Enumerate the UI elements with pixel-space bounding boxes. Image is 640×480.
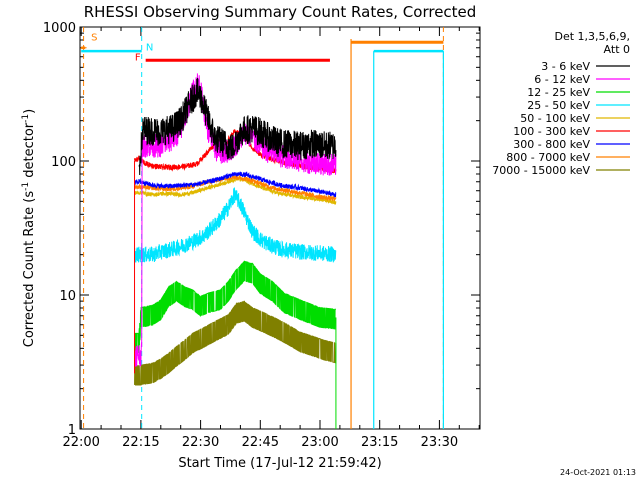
- series-line-3: [134, 187, 337, 263]
- y-tick-label: 1: [68, 423, 76, 438]
- footer-timestamp: 24-Oct-2021 01:13: [560, 468, 636, 477]
- saa-flag-label: S: [91, 33, 97, 44]
- x-axis-label: Start Time (17-Jul-12 21:59:42): [178, 456, 381, 471]
- flare-flag-label: F: [135, 53, 141, 64]
- x-tick-label: 23:30: [421, 435, 458, 450]
- y-tick-label: 100: [51, 155, 76, 170]
- legend-label: 800 - 7000 keV: [506, 151, 590, 164]
- legend-label: 12 - 25 keV: [527, 86, 590, 99]
- series-line-2: [134, 260, 336, 354]
- x-tick-label: 22:30: [182, 435, 219, 450]
- x-tick-label: 23:15: [361, 435, 398, 450]
- series-line-6: [134, 171, 337, 198]
- legend-label: 100 - 300 keV: [513, 125, 590, 138]
- x-tick-label: 22:45: [242, 435, 279, 450]
- legend-header-line-2: Att 0: [604, 43, 630, 56]
- series-line-4: [134, 176, 337, 206]
- legend-label: 25 - 50 keV: [527, 99, 590, 112]
- legend-label: 300 - 800 keV: [513, 138, 590, 151]
- night-flag-label: N: [146, 42, 153, 53]
- y-axis-label: Corrected Count Rate (s-1 detector-1): [21, 109, 37, 347]
- x-tick-label: 22:15: [122, 435, 159, 450]
- chart-title: RHESSI Observing Summary Count Rates, Co…: [84, 3, 477, 21]
- y-tick-label: 10: [59, 289, 76, 304]
- x-tick-label: 22:00: [62, 435, 99, 450]
- series-line-8: [134, 300, 337, 386]
- x-tick-label: 23:00: [301, 435, 338, 450]
- y-tick-label: 1000: [43, 21, 76, 36]
- legend-label: 7000 - 15000 keV: [492, 164, 590, 177]
- plot-area: 1 10 100 1000 22:00 22:15 22:30 22:45 23:00 23:15…: [43, 21, 481, 450]
- series-line-0: [138, 77, 337, 175]
- legend-header-line-1: Det 1,3,5,6,9,: [554, 30, 630, 43]
- legend-label: 6 - 12 keV: [534, 73, 590, 86]
- legend-label: 50 - 100 keV: [520, 112, 590, 125]
- legend-label: 3 - 6 keV: [541, 60, 590, 73]
